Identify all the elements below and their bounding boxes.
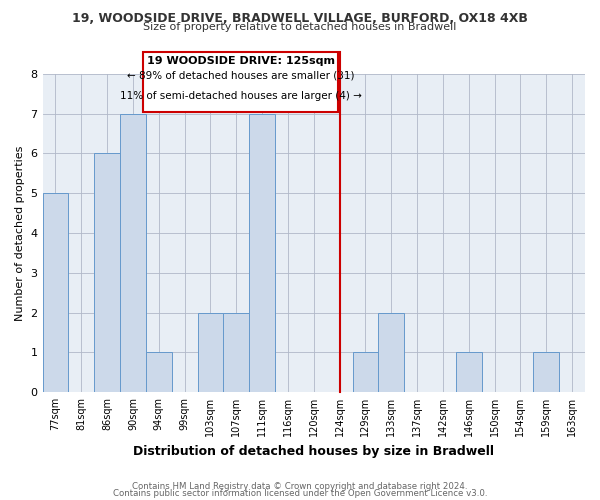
Y-axis label: Number of detached properties: Number of detached properties	[15, 146, 25, 320]
Bar	[94, 154, 120, 392]
X-axis label: Distribution of detached houses by size in Bradwell: Distribution of detached houses by size …	[133, 444, 494, 458]
Bar	[120, 114, 146, 392]
Bar	[353, 352, 379, 392]
Text: Size of property relative to detached houses in Bradwell: Size of property relative to detached ho…	[143, 22, 457, 32]
Text: 19 WOODSIDE DRIVE: 125sqm: 19 WOODSIDE DRIVE: 125sqm	[147, 56, 335, 66]
Bar	[379, 312, 404, 392]
Bar	[223, 312, 249, 392]
FancyBboxPatch shape	[143, 52, 338, 112]
Bar	[533, 352, 559, 392]
Bar	[249, 114, 275, 392]
Bar	[146, 352, 172, 392]
Text: ← 89% of detached houses are smaller (31): ← 89% of detached houses are smaller (31…	[127, 71, 355, 81]
Text: Contains public sector information licensed under the Open Government Licence v3: Contains public sector information licen…	[113, 489, 487, 498]
Bar	[456, 352, 482, 392]
Bar	[43, 194, 68, 392]
Text: Contains HM Land Registry data © Crown copyright and database right 2024.: Contains HM Land Registry data © Crown c…	[132, 482, 468, 491]
Text: 11% of semi-detached houses are larger (4) →: 11% of semi-detached houses are larger (…	[120, 91, 362, 101]
Bar	[197, 312, 223, 392]
Text: 19, WOODSIDE DRIVE, BRADWELL VILLAGE, BURFORD, OX18 4XB: 19, WOODSIDE DRIVE, BRADWELL VILLAGE, BU…	[72, 12, 528, 26]
